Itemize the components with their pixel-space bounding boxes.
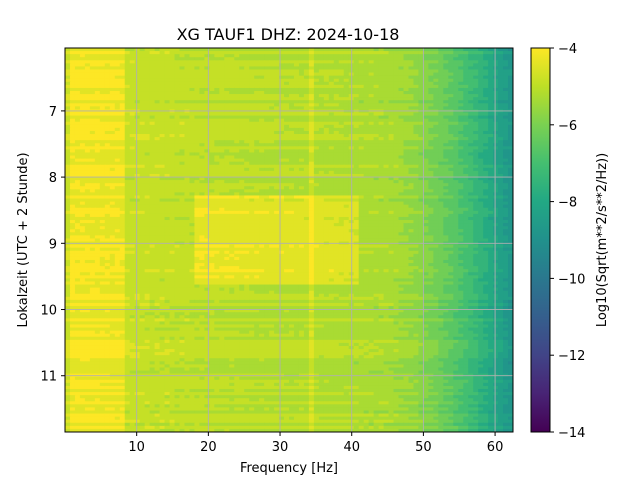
colorbar-tick-label: −4 (558, 42, 577, 57)
spectrogram-plot-area (65, 48, 513, 432)
y-tick-label: 11 (40, 370, 57, 385)
chart-title: XG TAUF1 DHZ: 2024-10-18 (177, 25, 400, 44)
y-axis-label: Lokalzeit (UTC + 2 Stunde) (16, 152, 31, 327)
colorbar-tick-label: −14 (558, 426, 585, 441)
colorbar-label: Log10(Sqrt(m**2/s**2/Hz)) (595, 153, 610, 327)
colorbar-tick-label: −12 (558, 349, 585, 364)
colorbar-tick-label: −8 (558, 196, 577, 211)
colorbar: −14 −12 −10 −8 −6 −4 (530, 42, 585, 441)
y-tick-label: 10 (40, 304, 57, 319)
grid-lines (65, 48, 513, 432)
x-tick-label: 20 (200, 440, 217, 455)
x-axis-label: Frequency [Hz] (240, 461, 338, 476)
y-axis-ticks: 7 8 9 10 11 (40, 105, 65, 385)
x-tick-label: 10 (128, 440, 145, 455)
x-tick-label: 60 (487, 440, 504, 455)
y-tick-label: 7 (49, 105, 57, 120)
x-tick-label: 30 (272, 440, 289, 455)
plot-frame (64, 47, 514, 433)
colorbar-tick-label: −10 (558, 272, 585, 287)
colorbar-tick-label: −6 (558, 119, 577, 134)
x-tick-label: 50 (415, 440, 432, 455)
colorbar-bar (530, 47, 551, 433)
y-tick-label: 9 (49, 237, 57, 252)
x-axis-ticks: 10 20 30 40 50 60 (128, 432, 503, 455)
x-tick-label: 40 (343, 440, 360, 455)
y-tick-label: 8 (49, 171, 57, 186)
